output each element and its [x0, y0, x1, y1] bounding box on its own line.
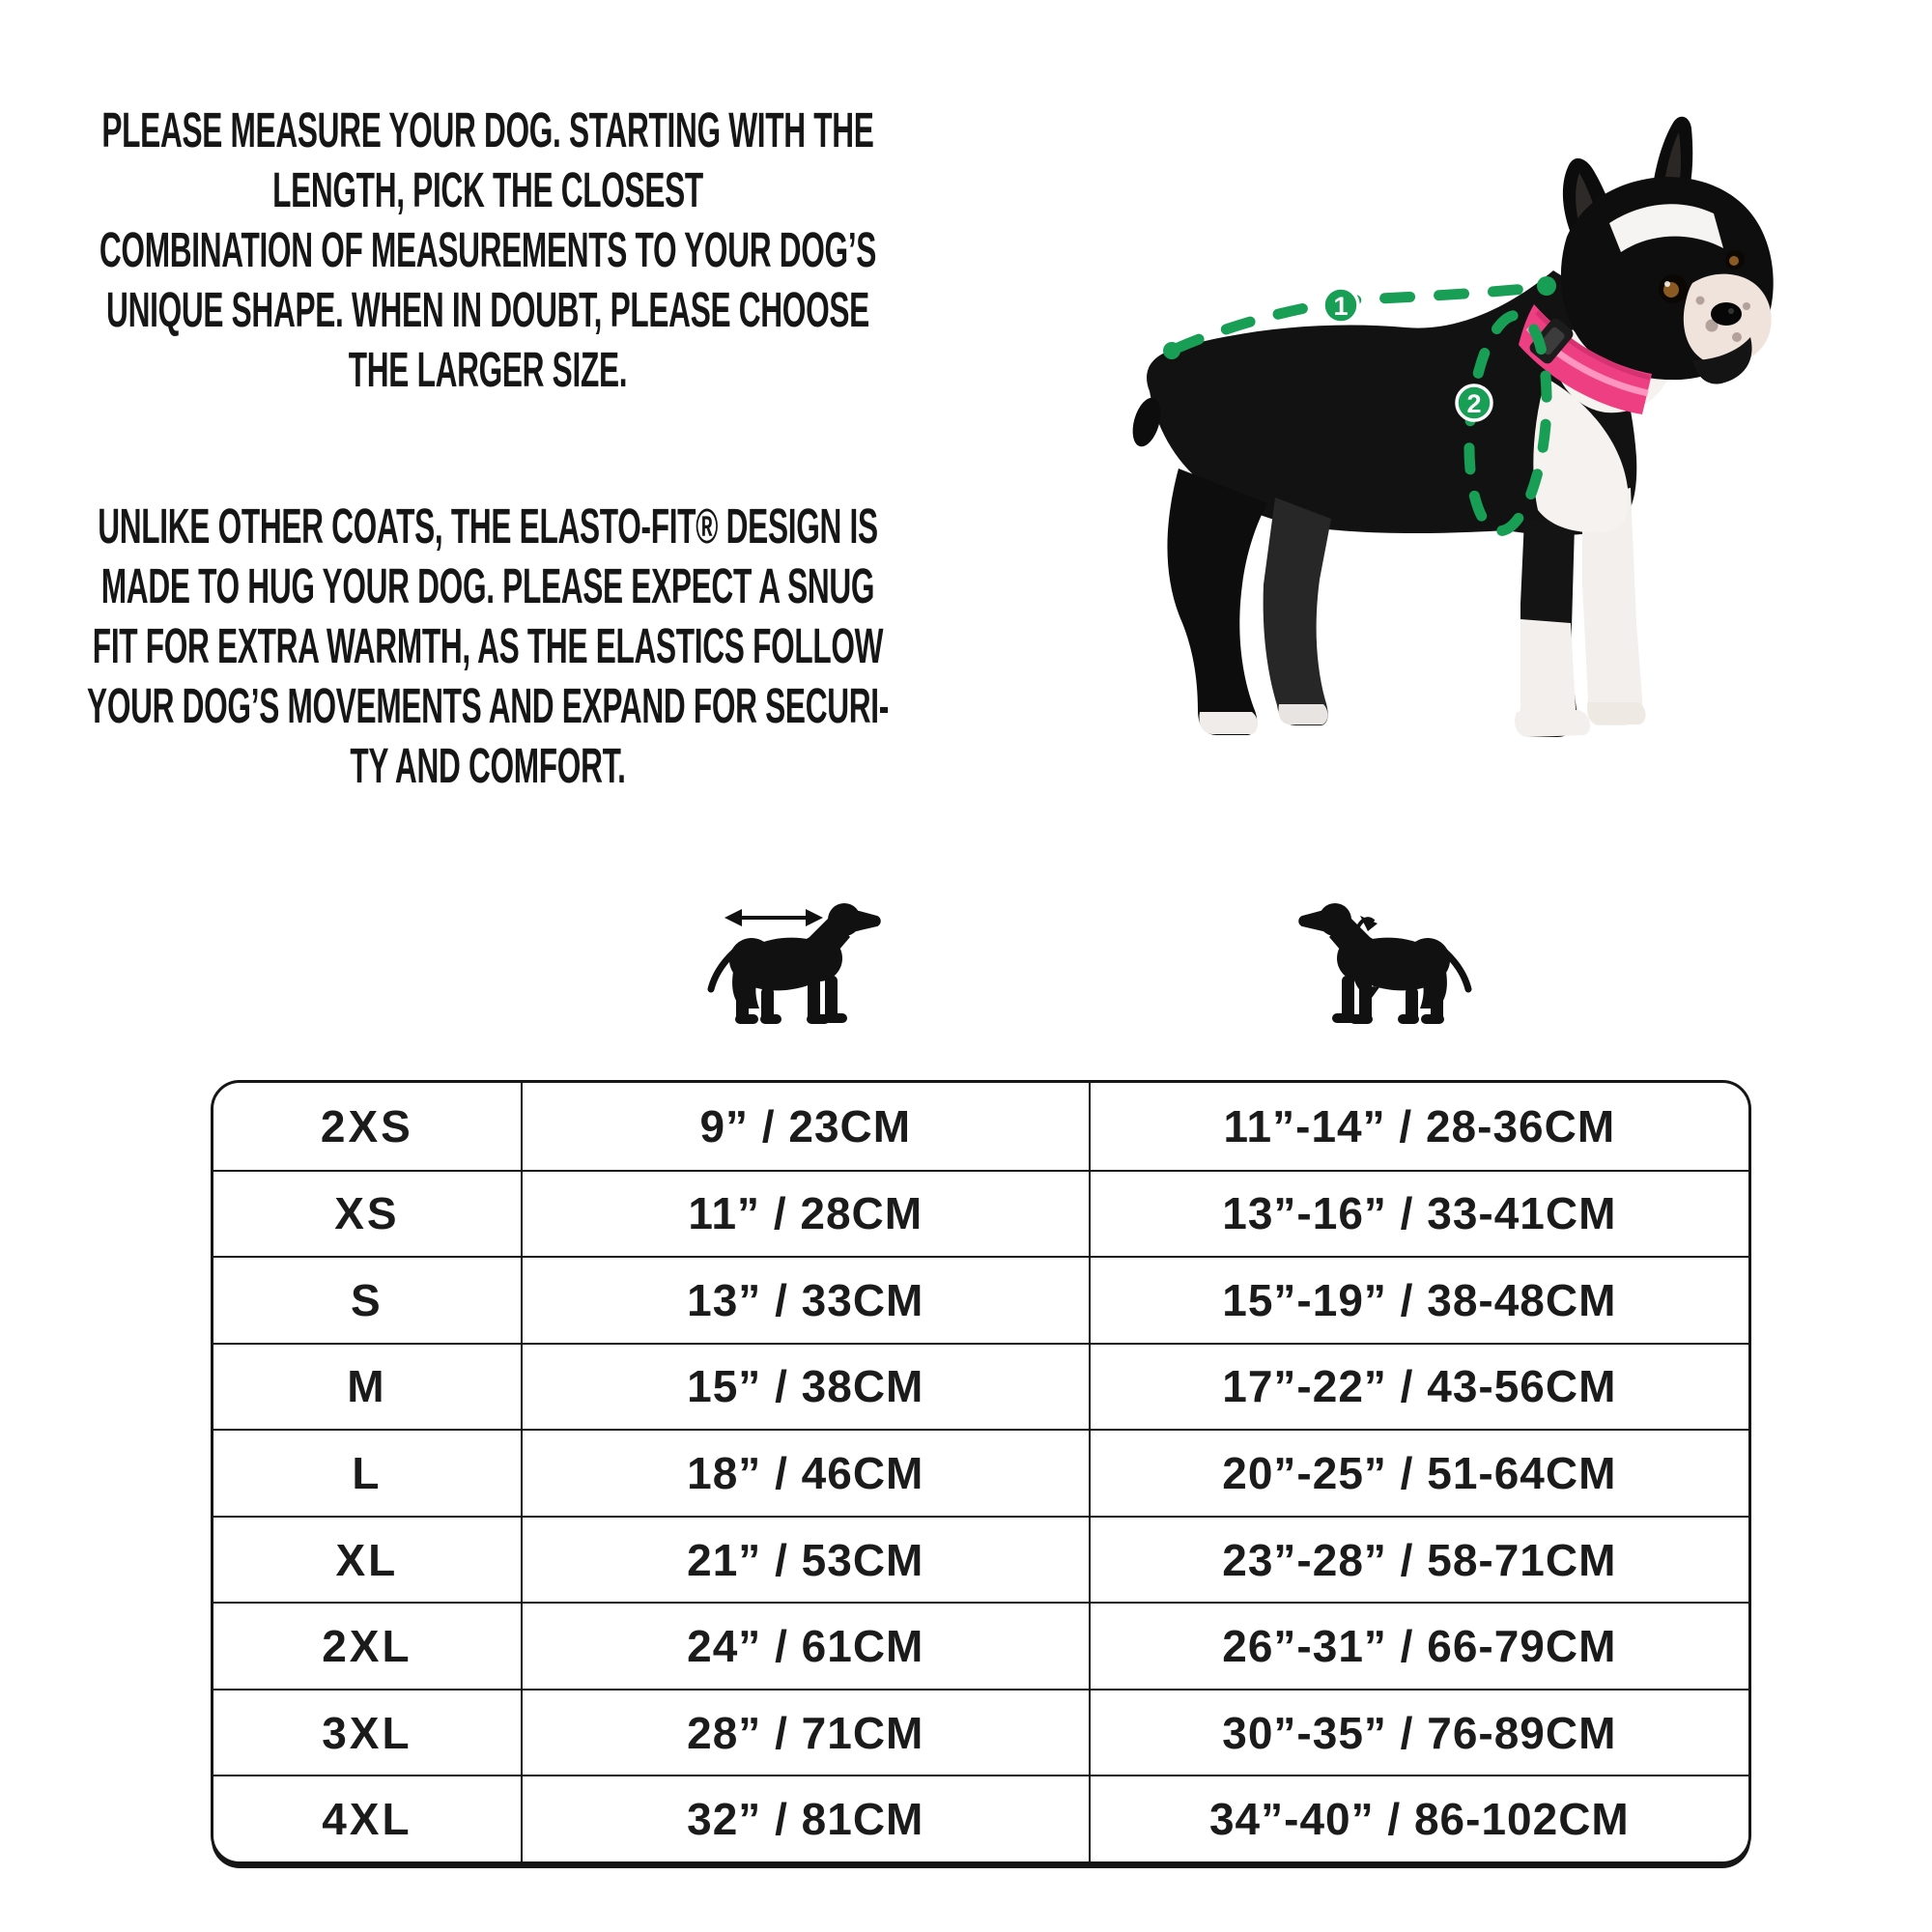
- size-cell: XS: [213, 1169, 521, 1257]
- dog-hind-paw-far: [1278, 704, 1328, 724]
- length-cell: 21” / 53CM: [520, 1515, 1089, 1603]
- marker-1: 1: [1321, 286, 1360, 325]
- size-cell: 3XL: [213, 1688, 521, 1776]
- dog-hind-paw-near: [1199, 712, 1258, 734]
- length-column-icon: [703, 891, 887, 1040]
- svg-text:2: 2: [1466, 389, 1481, 418]
- size-cell: 2XS: [320, 1100, 413, 1151]
- dog-nostril: [1728, 308, 1734, 314]
- girth-cell: 15”-19” / 38-48CM: [1088, 1256, 1748, 1343]
- back-length-dashed-guide: [1163, 276, 1556, 359]
- length-cell: 18” / 46CM: [520, 1429, 1089, 1516]
- girth-cell: 26”-31” / 66-79CM: [1088, 1602, 1748, 1689]
- girth-cell: 20”-25” / 51-64CM: [1088, 1429, 1748, 1516]
- svg-text:1: 1: [1333, 292, 1348, 321]
- length-cell: 11” / 28CM: [520, 1169, 1089, 1257]
- dog-front-paw-near: [1515, 710, 1591, 737]
- dog-girth-arrow-icon: [1293, 891, 1476, 1040]
- dog-length-arrow-icon: [703, 891, 887, 1040]
- length-arrow: [724, 909, 823, 926]
- girth-cell: 23”-28” / 58-71CM: [1088, 1515, 1748, 1603]
- dog-chest-white: [1533, 378, 1629, 533]
- marker-2: 2: [1455, 384, 1493, 422]
- length-cell: 24” / 61CM: [520, 1602, 1089, 1689]
- girth-arrow: [1350, 916, 1379, 998]
- size-cell: M: [213, 1342, 521, 1430]
- dog-jaw: [1692, 337, 1752, 384]
- girth-cell: 30”-35” / 76-89CM: [1088, 1688, 1748, 1776]
- size-cell: 2XL: [213, 1602, 521, 1689]
- dog-nose: [1711, 302, 1742, 326]
- length-cell: 32” / 81CM: [520, 1775, 1089, 1861]
- dog-body: [1147, 270, 1637, 535]
- measuring-instructions-text: PLEASE MEASURE YOUR DOG. STARTING WITH T…: [99, 102, 877, 397]
- girth-cell: 11”-14” / 28-36CM: [1088, 1083, 1748, 1170]
- dog-muzzle-spot: [1732, 332, 1742, 342]
- length-cell: 15” / 38CM: [520, 1342, 1089, 1430]
- dog-head-white-band: [1609, 204, 1723, 252]
- length-cell: 9” / 23CM: [520, 1083, 1089, 1170]
- elasto-fit-note-text: UNLIKE OTHER COATS, THE ELASTO-FIT® DESI…: [87, 498, 889, 793]
- size-cell: L: [213, 1429, 521, 1516]
- dog-front-paw-far: [1587, 702, 1646, 724]
- dog-hind-leg-far: [1263, 497, 1331, 725]
- size-cell: S: [213, 1256, 521, 1343]
- length-cell: 13” / 33CM: [520, 1256, 1089, 1343]
- dog-muzzle-spot: [1695, 296, 1705, 305]
- dog-measurement-photo: 1 2: [1121, 82, 1835, 778]
- dog-muzzle-spot: [1743, 302, 1750, 310]
- dog-front-leg-far: [1582, 488, 1643, 725]
- girth-cell: 34”-40” / 86-102CM: [1088, 1775, 1748, 1861]
- size-cell: XL: [213, 1515, 521, 1603]
- size-cell: 4XL: [213, 1775, 521, 1861]
- dog-tail: [1132, 397, 1161, 447]
- dog-eye-far-iris: [1729, 256, 1739, 266]
- dog-muzzle-spot: [1705, 319, 1719, 332]
- dog-eye-near-glint: [1664, 281, 1670, 287]
- dog-front-sock: [1520, 619, 1577, 735]
- girth-column-icon: [1293, 891, 1476, 1040]
- girth-cell: 13”-16” / 33-41CM: [1088, 1169, 1748, 1257]
- boston-terrier-photo: 1 2: [1132, 116, 1774, 737]
- size-chart-table: 2XS 9” / 23CM 11”-14” / 28-36CM XS 11” /…: [211, 1080, 1751, 1864]
- girth-cell: 17”-22” / 43-56CM: [1088, 1342, 1748, 1430]
- dog-hind-leg-near: [1167, 469, 1267, 735]
- length-cell: 28” / 71CM: [520, 1688, 1089, 1776]
- dog-collar-shade: [1535, 310, 1651, 381]
